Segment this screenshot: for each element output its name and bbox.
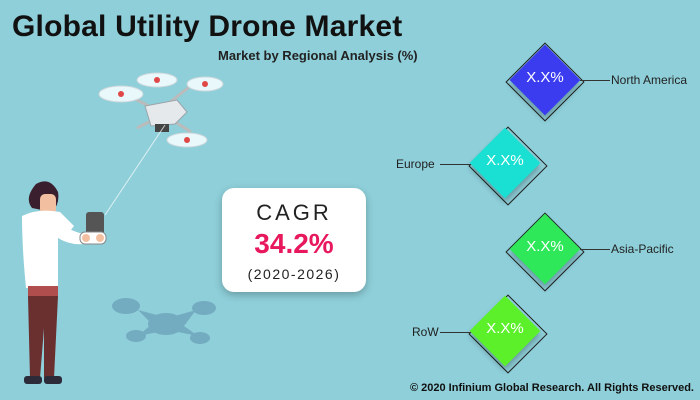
cagr-card: CAGR 34.2% (2020-2026) (222, 188, 366, 292)
asia-pacific-connector (580, 249, 610, 250)
region-north-america: X.X% (509, 44, 581, 116)
row-label: RoW (412, 325, 439, 339)
row-connector (440, 332, 470, 333)
north-america-connector (580, 80, 610, 81)
region-row: X.X% (469, 295, 541, 367)
europe-value: X.X% (486, 152, 524, 169)
drone-shadow-icon (112, 298, 216, 344)
signal-line (104, 124, 166, 216)
cagr-period: (2020-2026) (247, 266, 341, 282)
page-subtitle: Market by Regional Analysis (%) (218, 48, 418, 63)
drone-icon (98, 72, 224, 148)
north-america-value: X.X% (526, 69, 564, 86)
row-value: X.X% (486, 320, 524, 337)
north-america-label: North America (611, 73, 688, 87)
cagr-value: 34.2% (254, 228, 334, 259)
page-title: Global Utility Drone Market (12, 10, 403, 43)
region-europe: X.X% (469, 127, 541, 199)
copyright-notice: © 2020 Infinium Global Research. All Rig… (409, 382, 694, 394)
cagr-label: CAGR (256, 200, 332, 225)
europe-connector (440, 164, 470, 165)
europe-label: Europe (396, 157, 435, 171)
asia-pacific-value: X.X% (526, 238, 564, 255)
asia-pacific-label: Asia-Pacific (611, 242, 674, 256)
person-with-controller-icon (22, 181, 107, 384)
region-asia-pacific: X.X% (509, 213, 581, 285)
